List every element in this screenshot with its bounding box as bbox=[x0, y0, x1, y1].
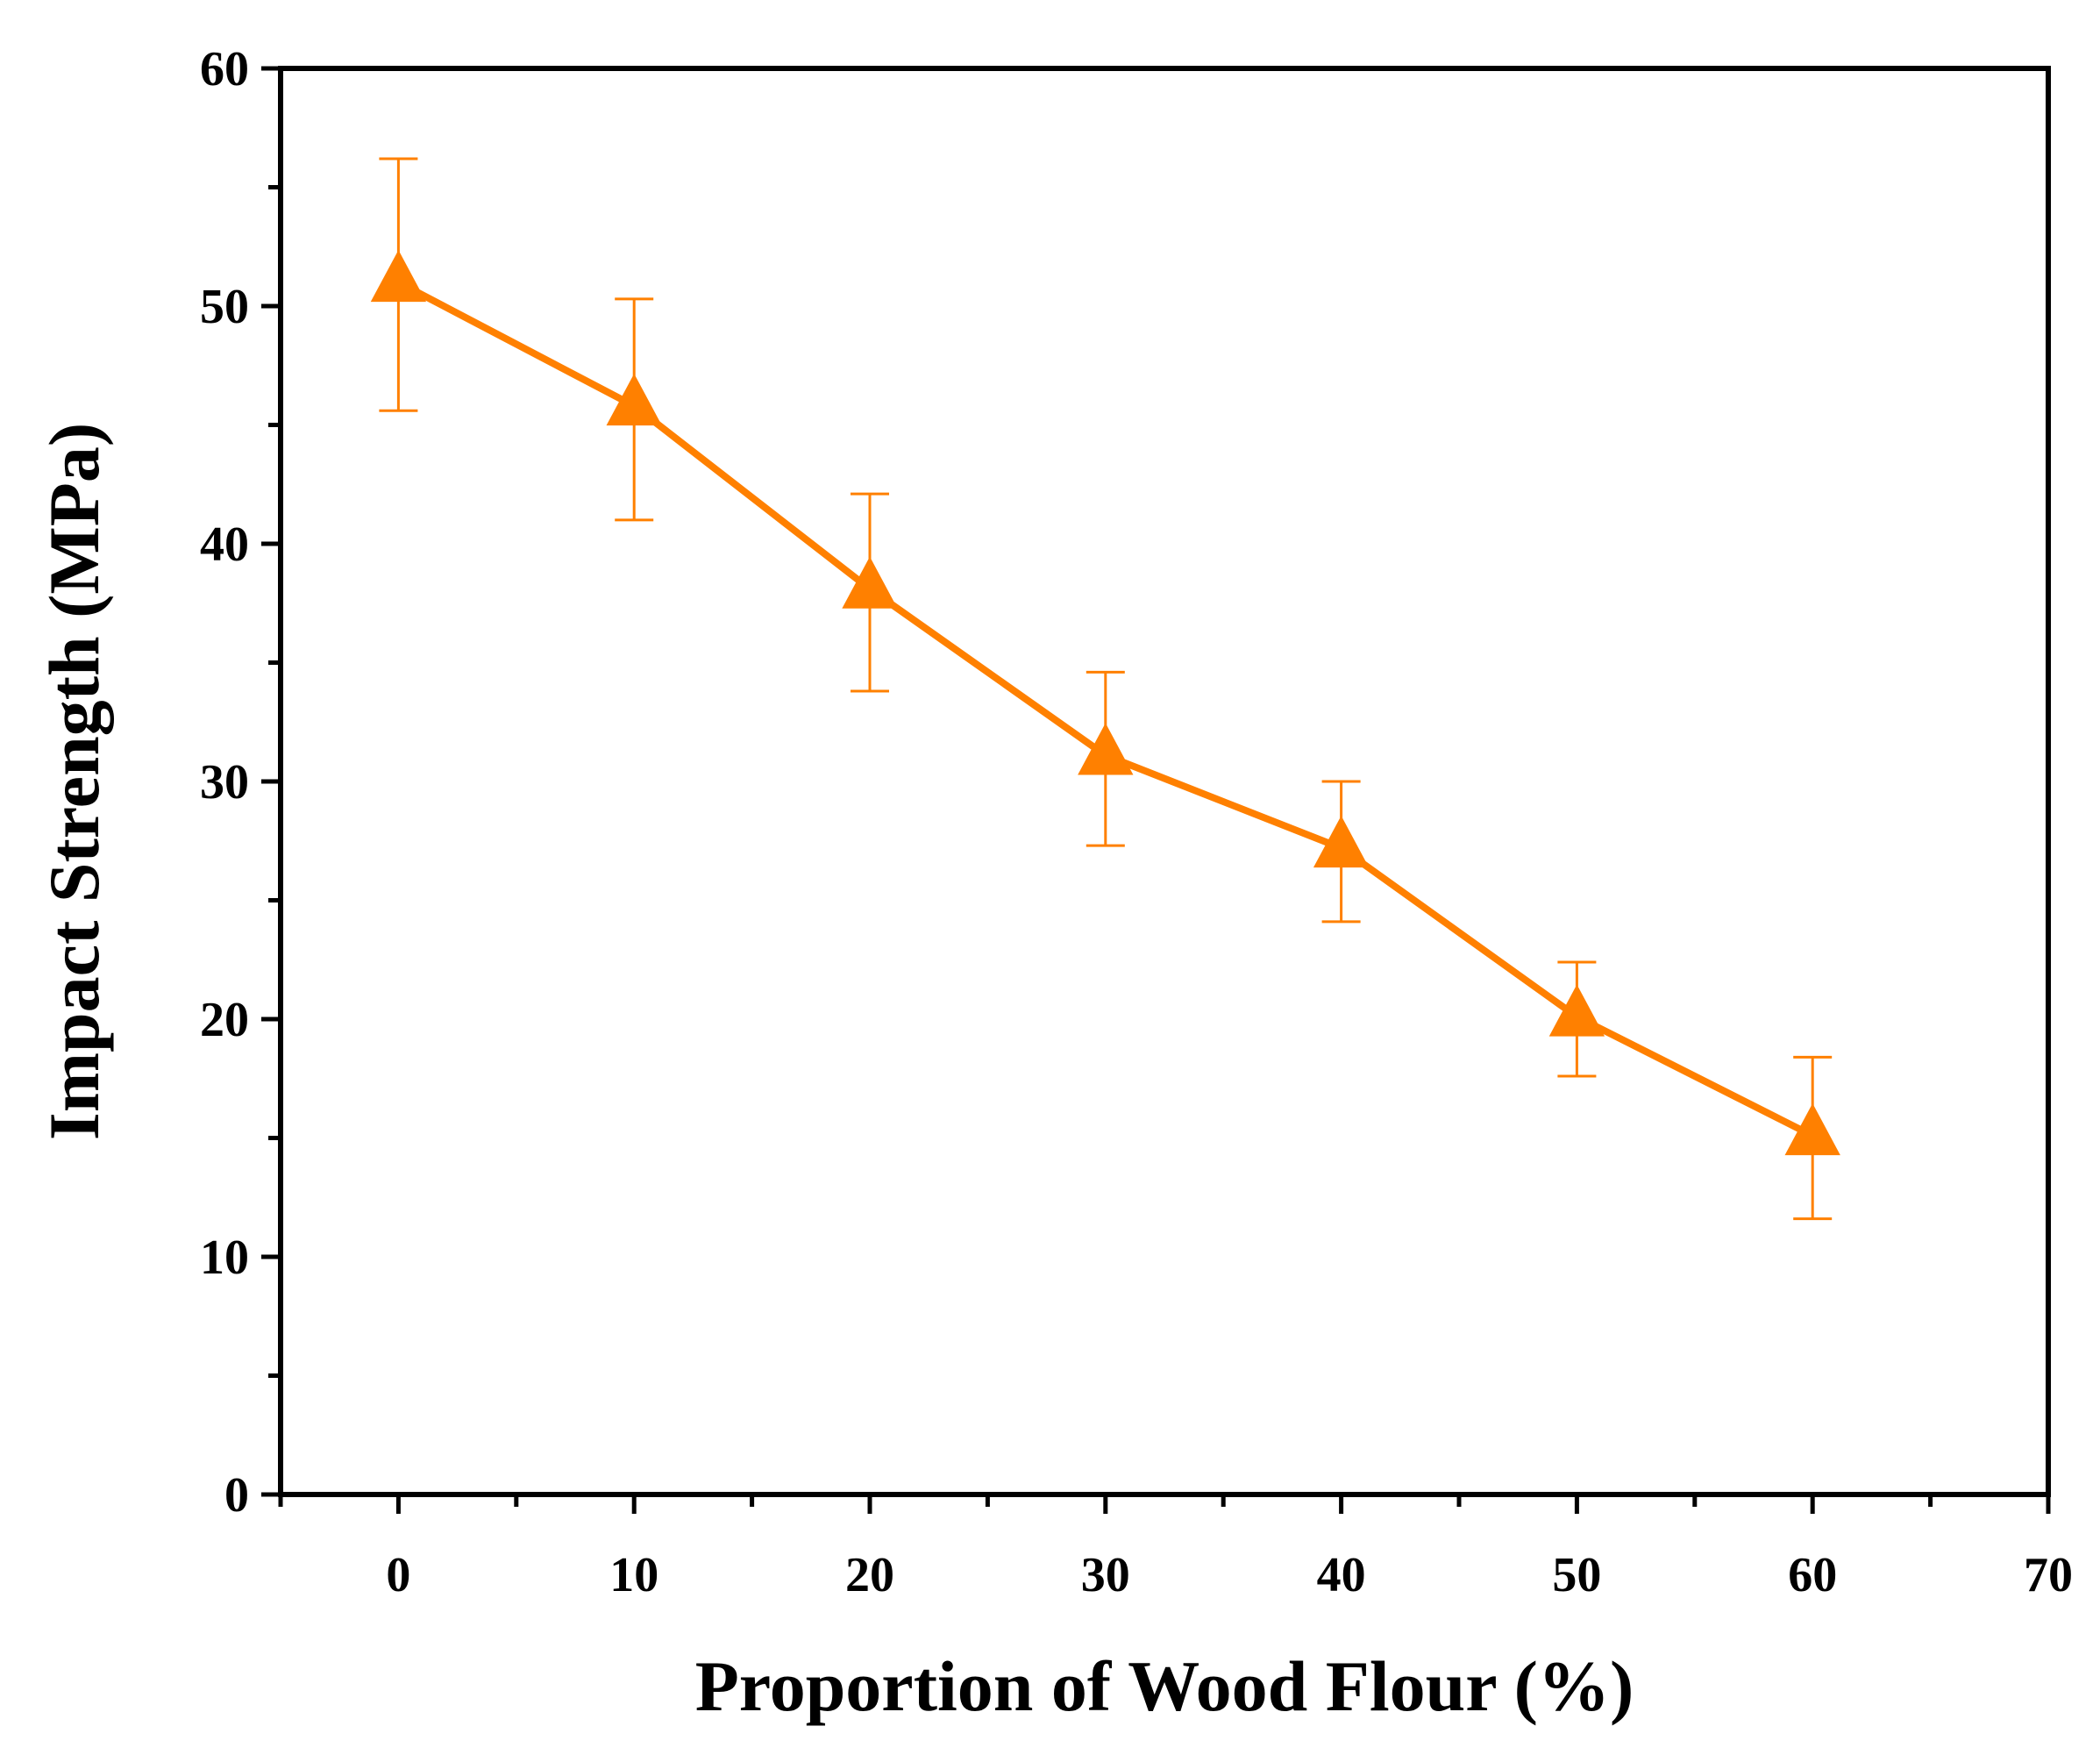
x-tick-label: 10 bbox=[609, 1548, 658, 1602]
data-point-marker bbox=[842, 556, 898, 609]
x-tick-label: 70 bbox=[2024, 1548, 2073, 1602]
x-tick-label: 60 bbox=[1788, 1548, 1837, 1602]
y-tick-label: 20 bbox=[200, 993, 249, 1047]
y-tick-label: 30 bbox=[200, 755, 249, 810]
y-tick-label: 10 bbox=[200, 1231, 249, 1285]
data-point-marker bbox=[606, 373, 662, 426]
data-point-marker bbox=[370, 250, 427, 303]
error-bars bbox=[379, 157, 1833, 1221]
x-tick-label: 40 bbox=[1317, 1548, 1366, 1602]
data-point-marker bbox=[1548, 984, 1605, 1037]
series-markers bbox=[370, 250, 1840, 1156]
x-tick-label: 0 bbox=[386, 1548, 410, 1602]
data-point-marker bbox=[1784, 1102, 1840, 1156]
axis-ticks bbox=[261, 66, 2051, 1514]
y-tick-label: 0 bbox=[224, 1468, 249, 1523]
x-tick-label: 30 bbox=[1081, 1548, 1130, 1602]
y-axis-title: Impact Strength (MPa) bbox=[34, 423, 114, 1140]
y-tick-label: 50 bbox=[200, 280, 249, 334]
y-tick-label: 40 bbox=[200, 517, 249, 572]
axis-tick-labels: 0 10 20 30 40 50 60 70 0 10 20 30 40 50 60 bbox=[200, 42, 2073, 1602]
data-point-marker bbox=[1078, 723, 1134, 775]
x-tick-label: 20 bbox=[845, 1548, 894, 1602]
x-tick-label: 50 bbox=[1552, 1548, 1601, 1602]
y-tick-label: 60 bbox=[200, 42, 249, 96]
x-axis-title: Proportion of Wood Flour (%) bbox=[695, 1646, 1634, 1726]
data-point-marker bbox=[1313, 816, 1370, 868]
